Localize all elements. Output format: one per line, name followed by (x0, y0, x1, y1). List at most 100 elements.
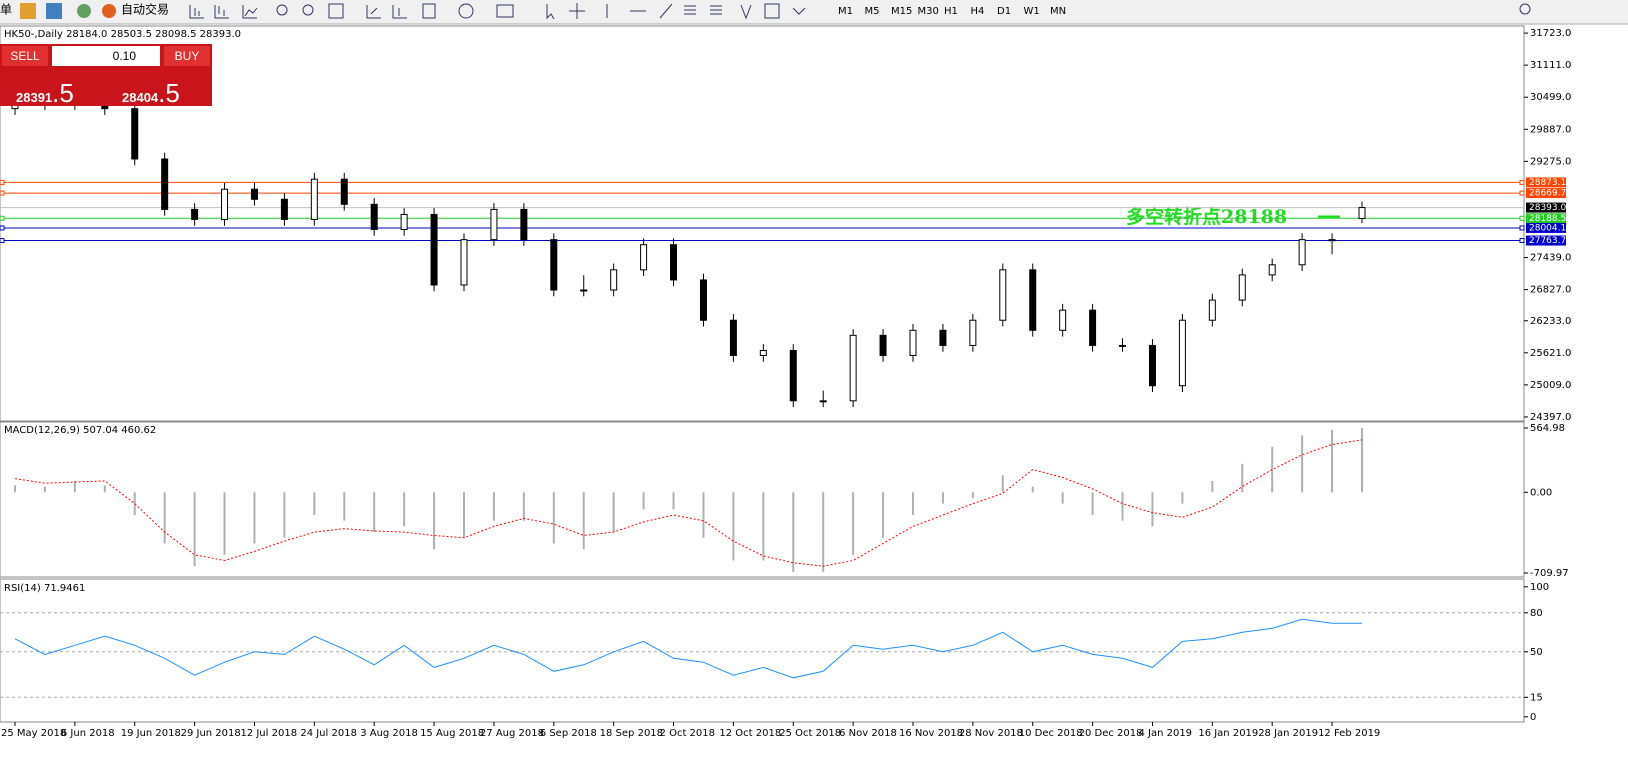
candle-icon[interactable] (214, 5, 229, 19)
line-icon[interactable] (242, 5, 258, 19)
crosshair-icon[interactable] (569, 3, 585, 19)
bid-price[interactable]: 28391.5 (16, 78, 74, 113)
candle-body (1328, 239, 1336, 242)
candle-body (280, 198, 288, 220)
candle-body (879, 334, 887, 356)
x-tick-label: 15 Aug 2018 (420, 728, 484, 739)
label-icon[interactable] (764, 3, 780, 19)
candle-body (580, 289, 588, 292)
x-tick-label: 27 Aug 2018 (480, 728, 544, 739)
candle-body (221, 188, 229, 220)
tile-icon[interactable] (328, 3, 344, 19)
candle-body (1119, 344, 1127, 347)
timeframe-button[interactable]: H4 (971, 6, 985, 17)
x-tick-label: 12 Jul 2018 (240, 728, 297, 739)
candle-body (340, 178, 348, 205)
x-tick-label: 19 Jun 2018 (121, 728, 181, 739)
candle-body (1178, 319, 1186, 387)
level-label: 27763.7 (1529, 236, 1566, 246)
x-tick-label: 6 Sep 2018 (540, 728, 597, 739)
candle-body (610, 269, 618, 291)
level-label-bg (1526, 177, 1566, 188)
timeframe-button[interactable]: M30 (918, 6, 939, 17)
candle-body (1148, 344, 1156, 387)
x-tick-label: 18 Sep 2018 (600, 728, 663, 739)
sell-button[interactable]: SELL (2, 46, 48, 66)
rsi-line (14, 618, 1362, 679)
auto-trading-icon[interactable] (102, 4, 116, 18)
candle-body (670, 244, 678, 281)
candle-body (729, 319, 737, 356)
candle-body (1298, 239, 1306, 266)
level-marker (1519, 179, 1525, 185)
timeframe-button[interactable]: MN (1050, 6, 1066, 17)
template-icon[interactable] (496, 4, 514, 18)
cursor-icon[interactable] (546, 4, 555, 20)
level-marker (1519, 215, 1525, 221)
level-label: 28004.1 (1529, 223, 1566, 233)
level-label-bg (1526, 202, 1566, 213)
timeframe-button[interactable]: M1 (838, 6, 853, 17)
fibo-icon[interactable] (710, 5, 722, 15)
y-tick-label: 25009.0 (1530, 380, 1571, 391)
timeframe-button[interactable]: M5 (865, 6, 880, 17)
autoscroll-icon[interactable] (392, 5, 407, 19)
candle-body (699, 279, 707, 321)
zoom-in-icon[interactable] (276, 4, 288, 16)
text-icon[interactable] (740, 4, 752, 20)
level-marker (0, 190, 5, 196)
y-tick-label: 564.98 (1530, 423, 1565, 434)
x-tick-label: 25 Oct 2018 (779, 728, 841, 739)
tool-icon[interactable] (20, 3, 36, 19)
candle-body (1238, 274, 1246, 301)
candle-body (1029, 269, 1037, 331)
y-tick-label: -709.97 (1530, 568, 1569, 579)
timeframe-button[interactable]: D1 (997, 6, 1011, 17)
x-tick-label: 12 Oct 2018 (719, 728, 781, 739)
buy-button[interactable]: BUY (164, 46, 210, 66)
ask-pips: .5 (158, 78, 180, 108)
shift-icon[interactable] (366, 5, 381, 19)
ask-price[interactable]: 28404.5 (122, 78, 180, 113)
toolbar-icons (189, 3, 806, 20)
auto-trading[interactable]: 自动交易 (121, 2, 169, 17)
x-tick-label: 3 Aug 2018 (360, 728, 418, 739)
y-tick-label: 50 (1530, 647, 1543, 658)
y-tick-label: 26233.0 (1530, 316, 1571, 327)
level-marker (1519, 190, 1525, 196)
y-tick-label: 29275.0 (1530, 156, 1571, 167)
level-label-bg (1526, 213, 1566, 224)
candle-body (789, 349, 797, 402)
zoom-out-icon[interactable] (302, 4, 314, 16)
tool-icon[interactable] (46, 3, 62, 19)
candle-body (191, 208, 199, 220)
x-tick-label: 12 Feb 2019 (1318, 728, 1380, 739)
y-tick-label: 80 (1530, 608, 1543, 619)
y-tick-label: 26827.0 (1530, 285, 1571, 296)
lot-input[interactable]: 0.10 (52, 46, 160, 66)
candle-body (430, 213, 438, 286)
new-order-icon[interactable] (422, 3, 436, 19)
tool-icon[interactable] (77, 4, 91, 18)
macd-header: MACD(12,26,9) 507.04 460.62 (4, 425, 156, 436)
candle-body (640, 244, 648, 271)
level-marker (0, 179, 5, 185)
channel-icon[interactable] (684, 5, 696, 15)
bar-chart-icon[interactable] (189, 5, 204, 19)
lot-value: 0.10 (112, 49, 136, 63)
timeframe-button[interactable]: H1 (944, 6, 958, 17)
trendline-icon[interactable] (659, 3, 673, 19)
timeframe-button[interactable]: M15 (891, 6, 912, 17)
timeframe-button[interactable]: W1 (1024, 6, 1040, 17)
arrows-icon[interactable] (792, 7, 806, 15)
annotation: 多空转折点28188 (1126, 205, 1287, 228)
period-icon[interactable] (458, 3, 474, 19)
level-marker (0, 238, 5, 244)
x-tick-label: 25 May 2018 (1, 728, 66, 739)
candle-body (250, 188, 258, 200)
search-icon[interactable] (1519, 3, 1531, 15)
candle-body (310, 178, 318, 220)
candle-body (819, 400, 827, 403)
